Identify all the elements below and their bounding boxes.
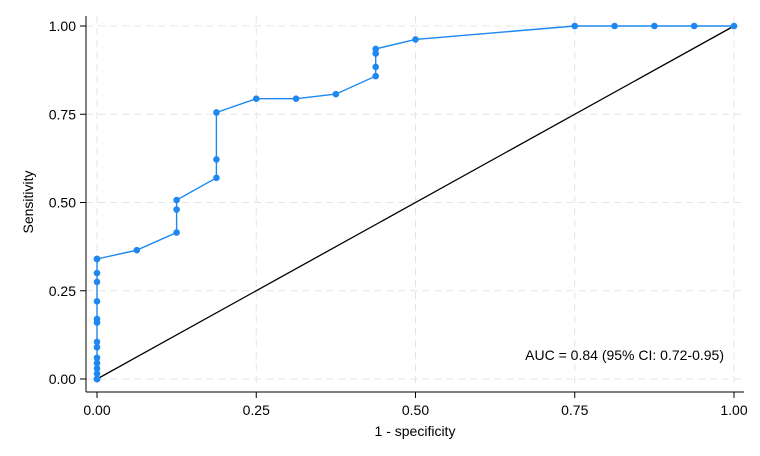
roc-point [133,246,141,254]
roc-point [611,22,618,30]
roc-point [93,269,101,277]
roc-point [252,95,260,103]
roc-point [93,338,101,346]
roc-point [332,90,340,98]
y-tick-label: 0.00 [49,371,76,387]
roc-point [173,196,180,204]
roc-point [213,156,220,163]
roc-point [93,365,101,372]
roc-point [690,22,698,30]
roc-point [93,359,101,367]
roc-point [213,174,220,182]
roc-point [213,109,220,116]
roc-point [93,315,101,323]
roc-point [173,229,180,236]
grid [86,16,744,385]
roc-point [93,343,101,351]
roc-point [93,255,101,263]
reference-line [96,25,735,380]
roc-point [571,22,579,30]
roc-point [372,50,379,57]
y-axis-title: Sensitivity [20,170,36,233]
roc-point [412,36,419,43]
x-tick-label: 0.00 [83,402,110,418]
y-tick-label: 0.25 [49,283,76,299]
roc-point [93,278,101,286]
roc-point [372,63,379,71]
axes: 0.00 0.25 0.50 0.75 1.00 0.00 0.25 0.50 0.75 1.00 [49,16,748,418]
roc-point [93,370,101,378]
roc-point [372,72,379,80]
roc-point [93,375,101,383]
y-tick-label: 1.00 [49,18,76,34]
y-tick-label: 0.50 [49,195,76,211]
roc-point [173,206,180,213]
x-tick-label: 1.00 [720,402,747,418]
roc-point [93,298,101,305]
x-tick-label: 0.50 [402,402,429,418]
roc-point [372,45,379,53]
reference-diagonal [96,25,735,380]
roc-curve [93,22,738,383]
roc-point [93,354,101,362]
y-tick-label: 0.75 [49,106,76,122]
roc-point [730,22,738,30]
x-tick-label: 0.25 [243,402,270,418]
x-tick-label: 0.75 [561,402,588,418]
roc-point [651,22,658,30]
roc-point [292,95,300,103]
x-axis-title: 1 - specificity [375,423,456,439]
auc-annotation: AUC = 0.84 (95% CI: 0.72-0.95) [525,347,724,363]
